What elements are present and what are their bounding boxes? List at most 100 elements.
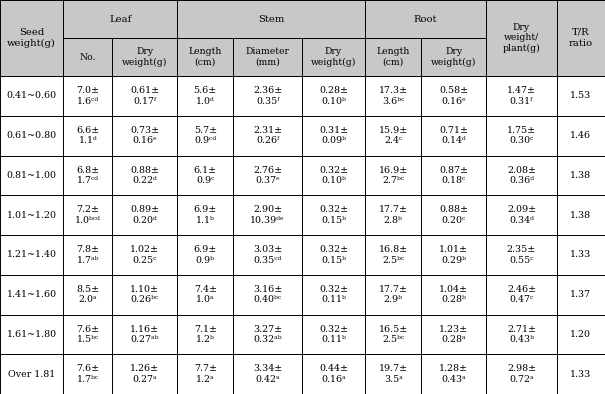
Text: 7.7±
1.2ᵃ: 7.7± 1.2ᵃ xyxy=(194,364,217,384)
Text: 6.1±
0.9ᶜ: 6.1± 0.9ᶜ xyxy=(194,165,217,185)
Text: 0.88±
0.20ᶜ: 0.88± 0.20ᶜ xyxy=(439,205,468,225)
Text: 0.32±
0.15ᵇ: 0.32± 0.15ᵇ xyxy=(319,245,348,265)
Bar xyxy=(64,275,113,314)
Bar xyxy=(234,275,302,314)
Text: 0.41~0.60: 0.41~0.60 xyxy=(7,91,57,100)
Bar xyxy=(557,195,605,235)
Text: 0.81~1.00: 0.81~1.00 xyxy=(7,171,57,180)
Bar xyxy=(365,314,421,354)
Text: Leaf: Leaf xyxy=(109,15,131,24)
Text: 1.37: 1.37 xyxy=(571,290,592,299)
Bar xyxy=(557,116,605,156)
Text: 2.90±
10.39ᵈᵉ: 2.90± 10.39ᵈᵉ xyxy=(250,205,285,225)
Bar xyxy=(177,235,234,275)
Bar xyxy=(0,235,64,275)
Bar xyxy=(557,0,605,76)
Text: 1.16±
0.27ᵃᵇ: 1.16± 0.27ᵃᵇ xyxy=(130,325,159,344)
Text: Dry
weight(g): Dry weight(g) xyxy=(431,47,477,67)
Bar xyxy=(177,0,365,38)
Bar xyxy=(177,76,234,116)
Text: 0.71±
0.14ᵈ: 0.71± 0.14ᵈ xyxy=(439,126,468,145)
Text: 0.32±
0.11ᵇ: 0.32± 0.11ᵇ xyxy=(319,325,348,344)
Bar xyxy=(486,0,557,76)
Bar xyxy=(113,354,177,394)
Bar xyxy=(234,38,302,76)
Text: 1.38: 1.38 xyxy=(571,211,592,219)
Text: 2.71±
0.43ᵇ: 2.71± 0.43ᵇ xyxy=(507,325,536,344)
Bar xyxy=(234,76,302,116)
Bar xyxy=(365,76,421,116)
Text: 0.32±
0.15ᵇ: 0.32± 0.15ᵇ xyxy=(319,205,348,225)
Bar xyxy=(302,156,365,195)
Text: 1.20: 1.20 xyxy=(571,330,591,339)
Bar xyxy=(0,354,64,394)
Bar xyxy=(113,275,177,314)
Bar xyxy=(557,156,605,195)
Bar xyxy=(113,38,177,76)
Bar xyxy=(177,38,234,76)
Bar xyxy=(0,76,64,116)
Bar xyxy=(113,195,177,235)
Bar xyxy=(0,156,64,195)
Text: Over 1.81: Over 1.81 xyxy=(8,370,55,379)
Text: 1.46: 1.46 xyxy=(571,131,592,140)
Bar xyxy=(557,354,605,394)
Text: 2.98±
0.72ᵃ: 2.98± 0.72ᵃ xyxy=(507,364,536,384)
Bar xyxy=(302,38,365,76)
Text: Length
(cm): Length (cm) xyxy=(189,47,222,67)
Text: 2.35±
0.55ᶜ: 2.35± 0.55ᶜ xyxy=(507,245,536,265)
Text: 17.3±
3.6ᵇᶜ: 17.3± 3.6ᵇᶜ xyxy=(379,86,408,106)
Bar xyxy=(486,76,557,116)
Text: 1.75±
0.30ᶜ: 1.75± 0.30ᶜ xyxy=(507,126,536,145)
Text: 1.33: 1.33 xyxy=(571,250,592,259)
Bar xyxy=(365,116,421,156)
Text: 17.7±
2.8ᵇ: 17.7± 2.8ᵇ xyxy=(379,205,408,225)
Text: 1.10±
0.26ᵇᶜ: 1.10± 0.26ᵇᶜ xyxy=(130,285,159,304)
Bar xyxy=(365,354,421,394)
Bar xyxy=(365,275,421,314)
Bar xyxy=(421,354,486,394)
Bar xyxy=(557,76,605,116)
Text: 0.73±
0.16ᵉ: 0.73± 0.16ᵉ xyxy=(130,126,159,145)
Bar xyxy=(64,235,113,275)
Text: 2.36±
0.35ᶠ: 2.36± 0.35ᶠ xyxy=(253,86,282,106)
Bar xyxy=(365,195,421,235)
Text: T/R
ratio: T/R ratio xyxy=(569,28,593,48)
Bar xyxy=(365,0,486,38)
Text: No.: No. xyxy=(79,52,96,61)
Bar xyxy=(0,116,64,156)
Text: 3.03±
0.35ᶜᵈ: 3.03± 0.35ᶜᵈ xyxy=(253,245,282,265)
Text: 0.89±
0.20ᵈ: 0.89± 0.20ᵈ xyxy=(130,205,159,225)
Text: 7.2±
1.0ᵇᶜᵈ: 7.2± 1.0ᵇᶜᵈ xyxy=(75,205,101,225)
Bar xyxy=(0,314,64,354)
Bar xyxy=(0,0,64,76)
Bar xyxy=(486,314,557,354)
Text: 3.27±
0.32ᵃᵇ: 3.27± 0.32ᵃᵇ xyxy=(253,325,282,344)
Bar xyxy=(365,156,421,195)
Bar xyxy=(421,275,486,314)
Text: 0.44±
0.16ᵃ: 0.44± 0.16ᵃ xyxy=(319,364,348,384)
Text: 16.5±
2.5ᵇᶜ: 16.5± 2.5ᵇᶜ xyxy=(379,325,408,344)
Text: 6.9±
0.9ᵇ: 6.9± 0.9ᵇ xyxy=(194,245,217,265)
Text: 1.53: 1.53 xyxy=(571,91,592,100)
Bar xyxy=(302,116,365,156)
Bar xyxy=(64,156,113,195)
Text: 2.46±
0.47ᶜ: 2.46± 0.47ᶜ xyxy=(507,285,536,304)
Bar xyxy=(177,116,234,156)
Bar xyxy=(234,354,302,394)
Text: 5.7±
0.9ᶜᵈ: 5.7± 0.9ᶜᵈ xyxy=(194,126,217,145)
Text: 0.32±
0.10ᵇ: 0.32± 0.10ᵇ xyxy=(319,165,348,185)
Text: 2.31±
0.26ᶠ: 2.31± 0.26ᶠ xyxy=(253,126,282,145)
Bar xyxy=(302,195,365,235)
Text: 16.9±
2.7ᵇᶜ: 16.9± 2.7ᵇᶜ xyxy=(379,165,408,185)
Bar xyxy=(64,76,113,116)
Bar xyxy=(177,195,234,235)
Text: 1.01~1.20: 1.01~1.20 xyxy=(7,211,57,219)
Text: 2.76±
0.37ᵉ: 2.76± 0.37ᵉ xyxy=(253,165,282,185)
Text: 1.26±
0.27ᵃ: 1.26± 0.27ᵃ xyxy=(130,364,159,384)
Text: 0.87±
0.18ᶜ: 0.87± 0.18ᶜ xyxy=(439,165,468,185)
Bar xyxy=(486,195,557,235)
Text: Dry
weight(g): Dry weight(g) xyxy=(311,47,356,67)
Bar xyxy=(177,314,234,354)
Text: 6.9±
1.1ᵇ: 6.9± 1.1ᵇ xyxy=(194,205,217,225)
